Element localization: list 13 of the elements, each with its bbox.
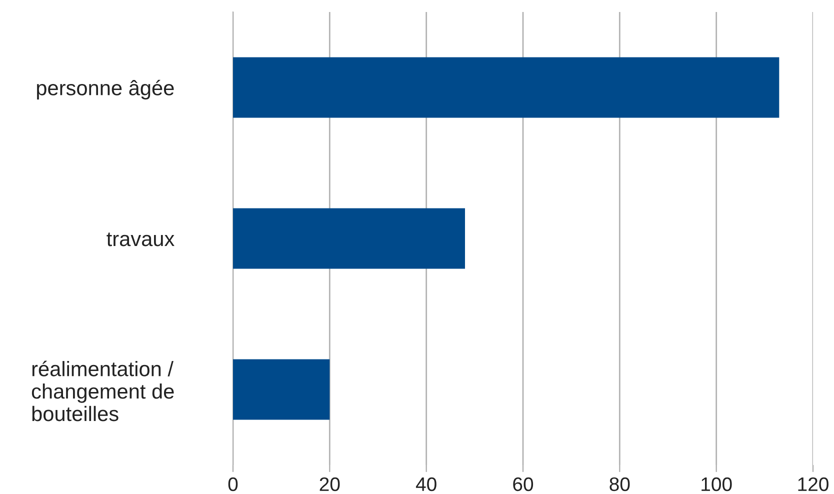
x-tick-label: 80 — [610, 477, 630, 492]
x-tick-label: 40 — [416, 477, 436, 492]
x-tick-label: 0 — [228, 477, 238, 492]
bar — [233, 57, 780, 118]
y-tick-label: personne âgée — [37, 80, 174, 100]
x-tick-label: 120 — [798, 477, 828, 492]
bar — [233, 359, 330, 420]
x-tick-label: 20 — [320, 477, 340, 492]
y-tick-label: réalimentation / changement de bouteilles — [32, 360, 174, 422]
y-tick-label: travaux — [106, 232, 174, 246]
bar — [233, 208, 465, 269]
x-tick-label: 60 — [513, 477, 534, 492]
x-tick-label: 100 — [702, 477, 732, 492]
